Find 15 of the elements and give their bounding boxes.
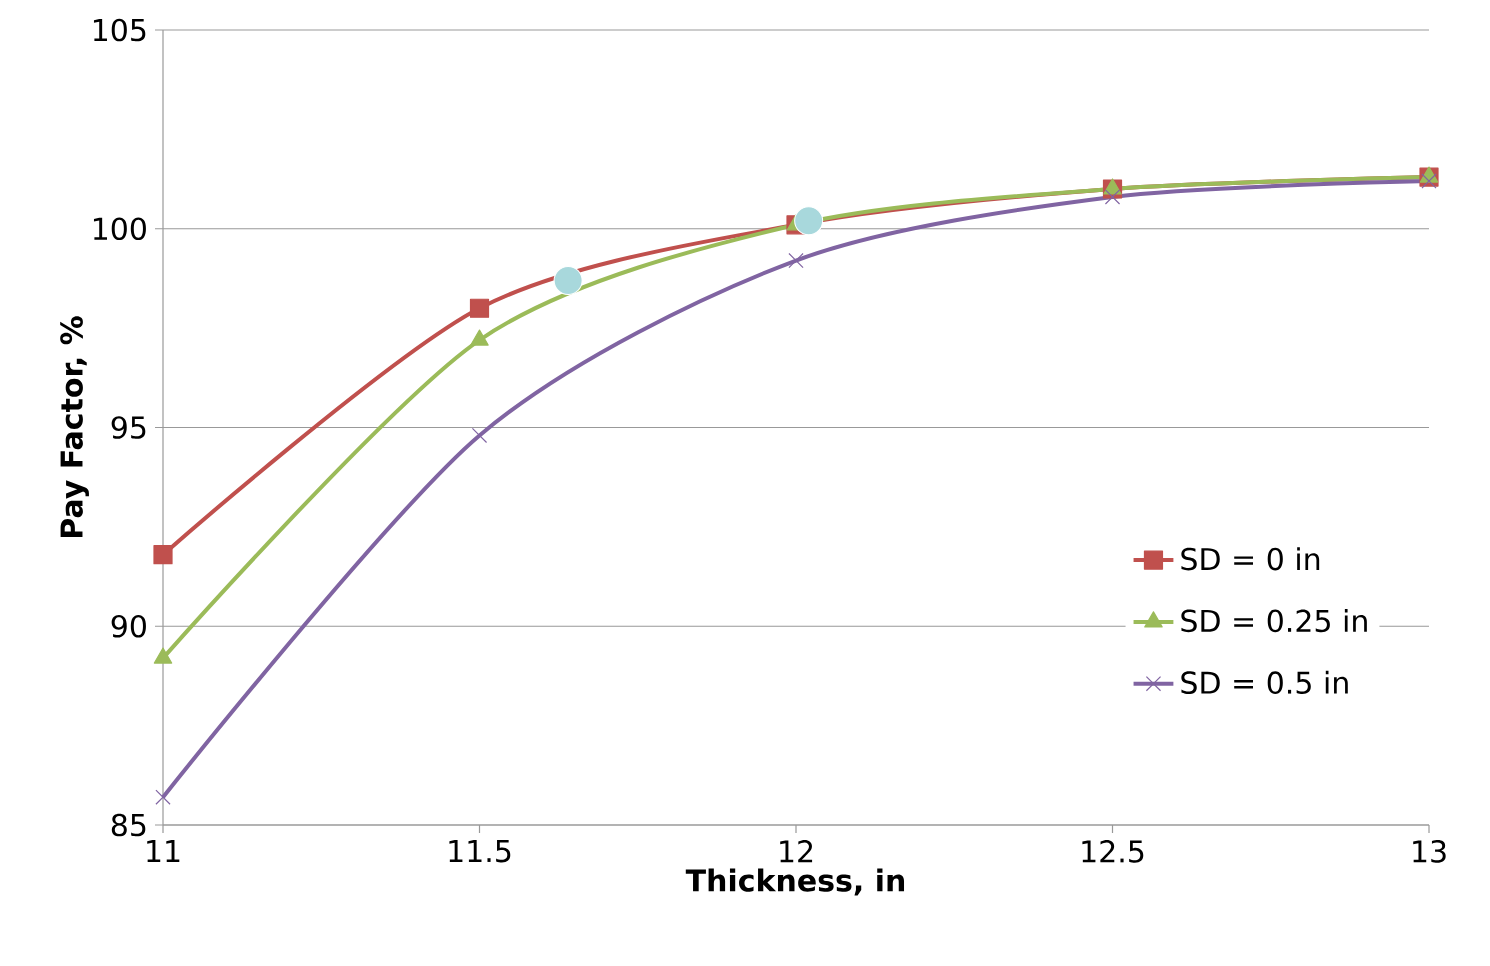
x-tick-label: 12.5 xyxy=(1082,840,1144,863)
y-axis-title: Pay Factor, % xyxy=(60,316,89,537)
y-tick-label: 85 xyxy=(111,813,146,837)
x-axis-title: Thickness, in xyxy=(685,868,905,896)
x-tick-label: 13 xyxy=(1413,840,1446,863)
x-tick-label: 11 xyxy=(147,840,180,862)
y-tick-label: 105 xyxy=(93,18,146,42)
legend-label: SD = 0 in xyxy=(1181,547,1320,571)
y-tick-label: 100 xyxy=(93,217,146,241)
y-tick-label: 95 xyxy=(111,416,146,439)
y-tick-label: 90 xyxy=(111,614,146,638)
legend-label: SD = 0.5 in xyxy=(1181,670,1348,695)
x-tick-label: 11.5 xyxy=(449,840,511,863)
legend-label: SD = 0.25 in xyxy=(1181,609,1367,633)
x-tick-label: 12 xyxy=(780,840,813,863)
